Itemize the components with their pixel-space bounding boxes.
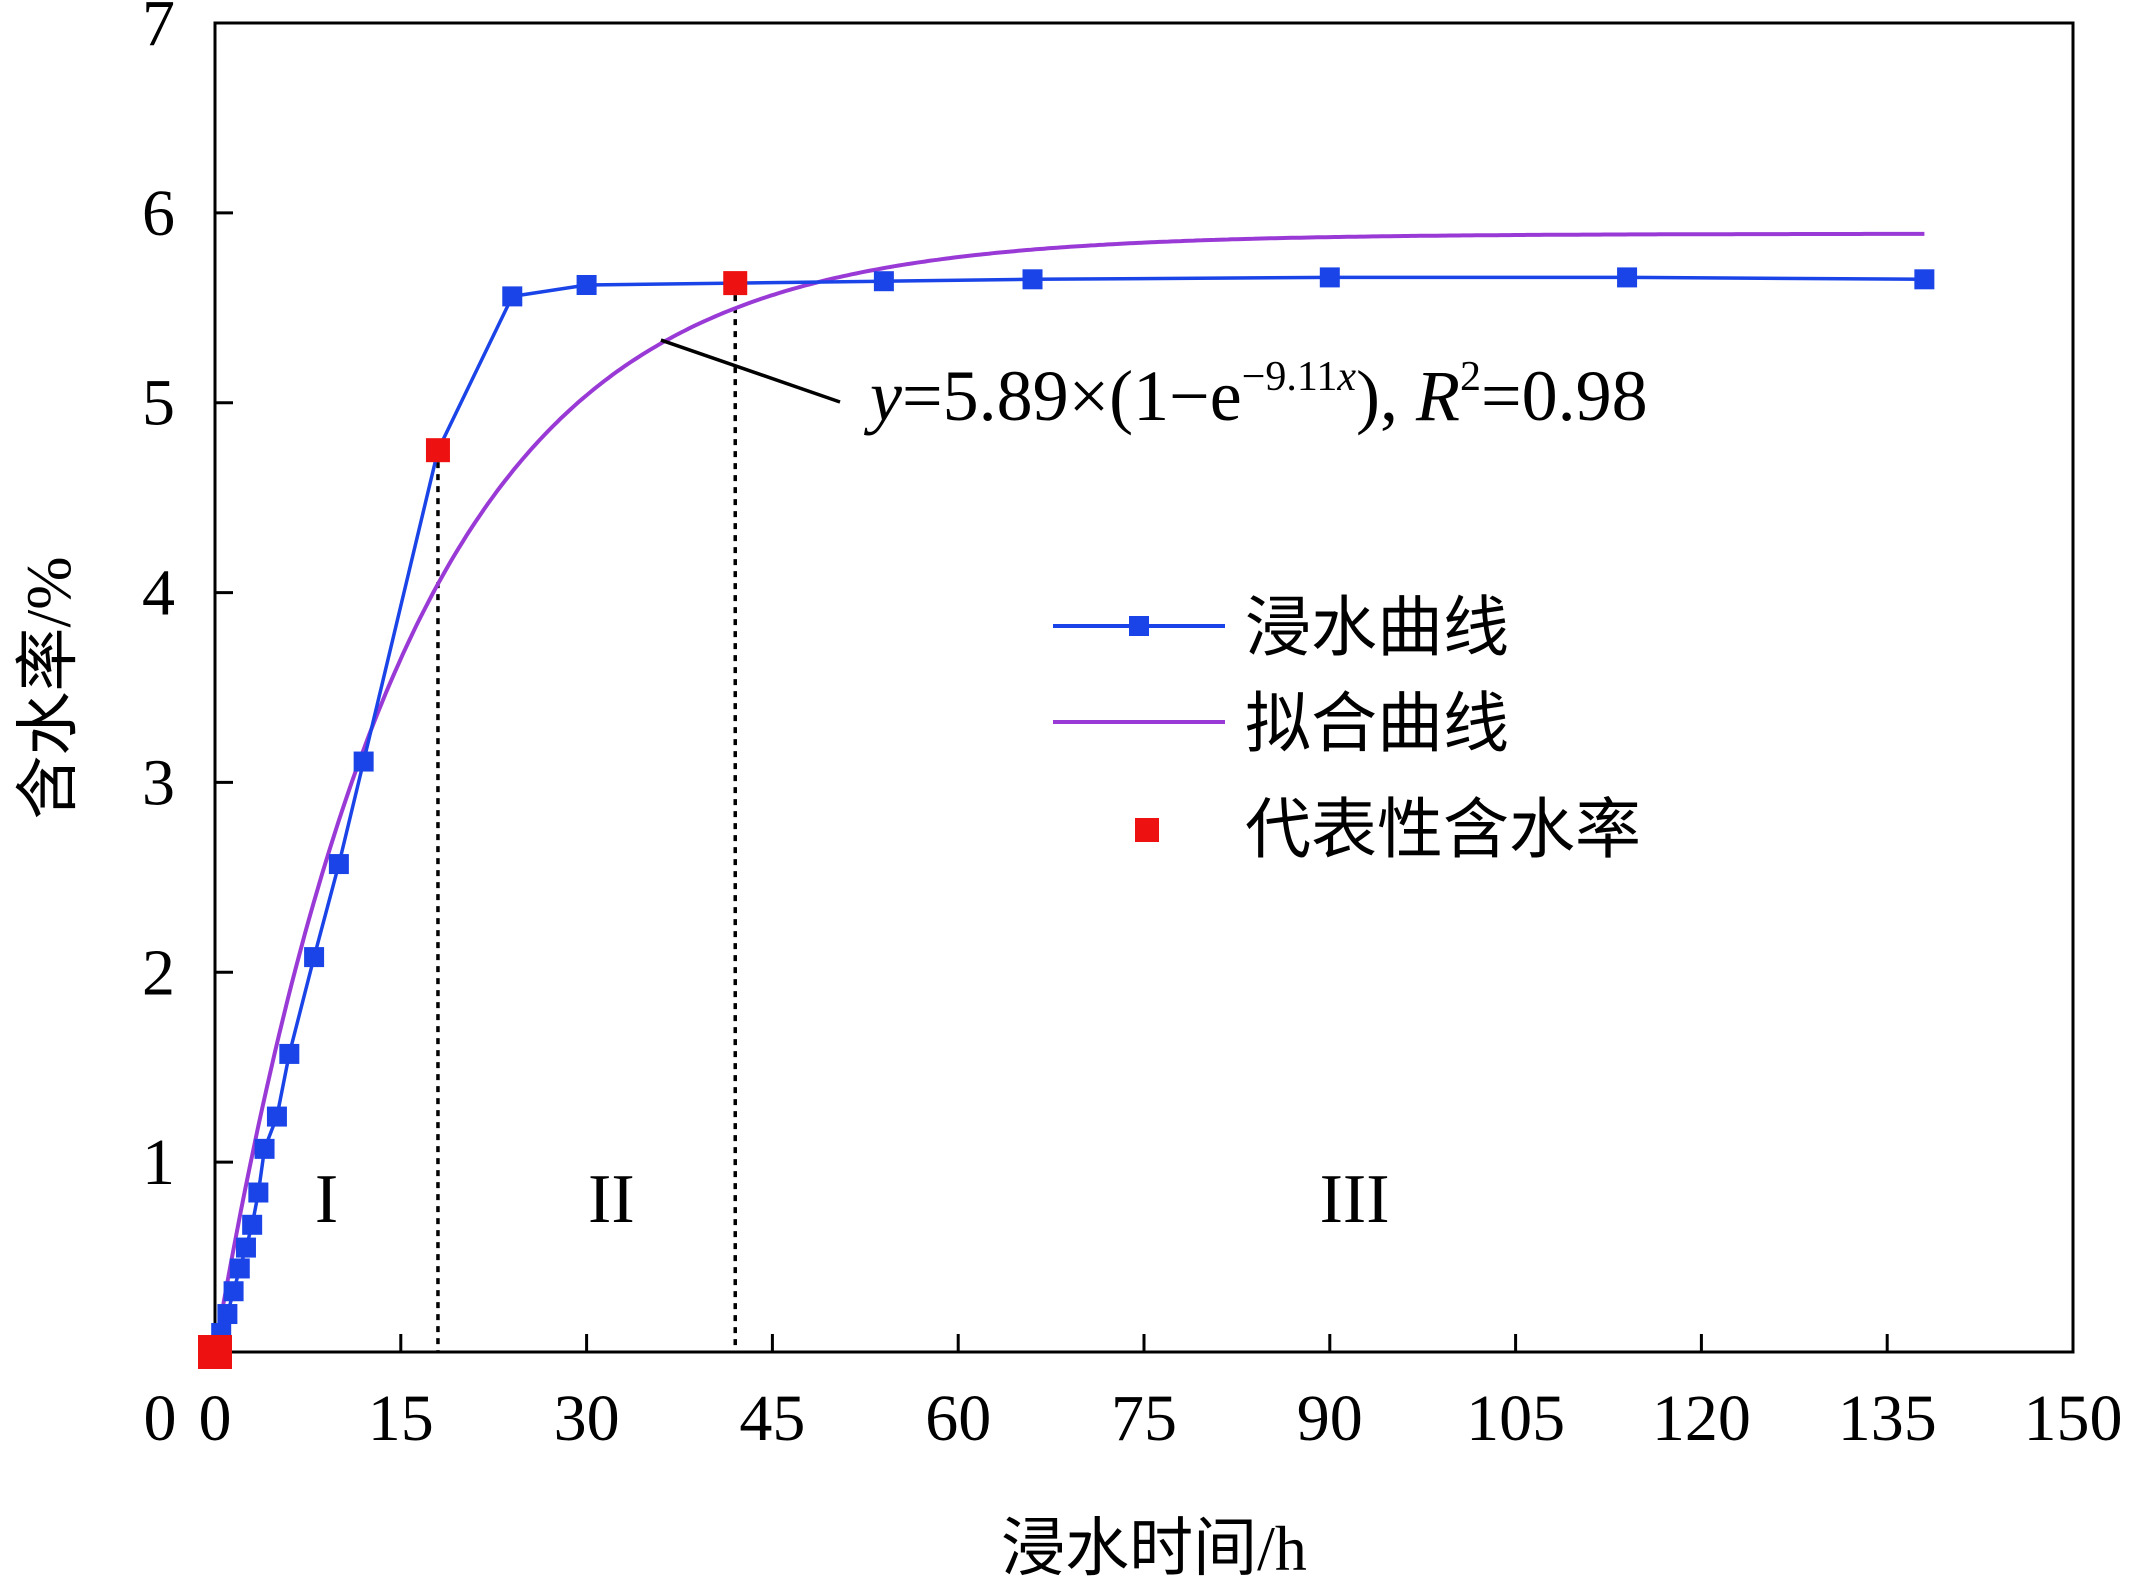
representative-point xyxy=(198,1335,232,1369)
x-tick-label: 30 xyxy=(554,1382,620,1455)
equation-part-1: =5.89×(1−e xyxy=(902,356,1242,436)
immersion-point xyxy=(353,751,374,772)
equation-part-2: ), xyxy=(1356,356,1416,436)
x-tick-label: 75 xyxy=(1111,1382,1177,1455)
immersion-point xyxy=(279,1043,300,1064)
immersion-point xyxy=(304,947,325,968)
immersion-point xyxy=(1617,267,1638,288)
stage-label: II xyxy=(588,1161,635,1238)
y-tick-label: 1 xyxy=(142,1126,175,1199)
y-axis-label: 含水率/% xyxy=(13,556,84,819)
immersion-point xyxy=(248,1182,269,1203)
stage-labels: I II III xyxy=(315,1161,1390,1238)
x-tick-label: 120 xyxy=(1652,1382,1751,1455)
equation-r-sup: 2 xyxy=(1460,354,1481,400)
immersion-point xyxy=(1914,269,1935,290)
y-tick-label: 4 xyxy=(142,557,175,630)
x-tick-label: 105 xyxy=(1466,1382,1565,1455)
legend: 浸水曲线 拟合曲线 代表性含水率 xyxy=(1053,592,1641,867)
x-tick-label: 150 xyxy=(2024,1382,2123,1455)
origin-tick-label: 0 xyxy=(144,1382,177,1455)
x-tick-label: 15 xyxy=(368,1382,434,1455)
legend-label-immersion: 浸水曲线 xyxy=(1245,592,1509,665)
legend-label-representative: 代表性含水率 xyxy=(1245,794,1641,867)
y-tick-label: 7 xyxy=(142,0,175,60)
stage-label: I xyxy=(315,1161,338,1238)
immersion-point xyxy=(266,1106,287,1127)
representative-point xyxy=(723,271,748,296)
x-tick-label: 90 xyxy=(1297,1382,1363,1455)
x-tick-label: 0 xyxy=(199,1382,232,1455)
representative-point xyxy=(425,438,450,463)
fit-curve-path xyxy=(213,231,1925,1353)
immersion-point xyxy=(254,1138,275,1159)
x-tick-label: 135 xyxy=(1838,1382,1937,1455)
y-tick-label: 3 xyxy=(142,746,175,819)
immersion-point xyxy=(217,1304,238,1325)
immersion-point xyxy=(229,1258,250,1279)
equation-part-3: =0.98 xyxy=(1481,356,1648,436)
equation-y-var: y xyxy=(863,356,902,436)
immersion-point xyxy=(328,854,349,875)
annotation-pointer-line xyxy=(660,338,841,404)
immersion-point xyxy=(235,1237,256,1258)
immersion-point xyxy=(242,1214,263,1235)
plot-frame xyxy=(213,21,2075,1354)
equation-exponent: −9.11 xyxy=(1242,354,1338,400)
y-tick-label: 6 xyxy=(142,177,175,250)
equation-r-var: R xyxy=(1415,356,1460,436)
legend-marker-representative xyxy=(1135,818,1159,842)
immersion-point xyxy=(502,286,523,307)
equation-exponent-var: x xyxy=(1336,354,1356,400)
legend-label-fit: 拟合曲线 xyxy=(1245,688,1509,761)
y-tick-label: 5 xyxy=(142,367,175,440)
immersion-curve-line xyxy=(213,275,1925,1353)
x-tick-label: 45 xyxy=(739,1382,805,1455)
legend-marker-immersion xyxy=(1129,616,1149,636)
immersion-point xyxy=(1022,269,1043,290)
y-tick-label: 2 xyxy=(142,936,175,1009)
x-tick-label: 60 xyxy=(925,1382,991,1455)
immersion-curve xyxy=(205,267,1935,1362)
immersion-point xyxy=(1319,267,1340,288)
immersion-point xyxy=(873,271,894,292)
fit-curve xyxy=(213,231,1925,1353)
reference-lines xyxy=(436,283,737,1352)
fit-equation: y=5.89×(1−e−9.11x), R2=0.98 xyxy=(863,354,1648,436)
x-axis-label: 浸水时间/h xyxy=(1001,1513,1307,1584)
representative-points xyxy=(198,271,748,1369)
immersion-point xyxy=(223,1281,244,1302)
stage-label: III xyxy=(1320,1161,1390,1238)
immersion-point xyxy=(576,275,597,296)
